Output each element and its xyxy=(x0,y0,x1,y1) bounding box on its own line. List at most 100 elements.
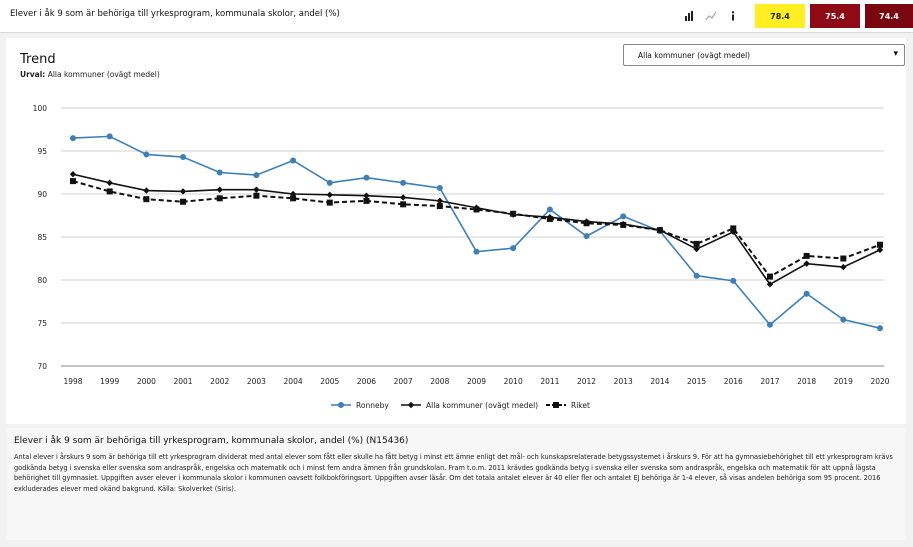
data-point-alla-kommuner xyxy=(546,214,554,221)
x-tick-label: 2019 xyxy=(834,377,853,386)
data-point-alla-kommuner xyxy=(216,186,223,193)
comparison-select[interactable]: Alla kommuner (ovägt medel) ▾ xyxy=(623,44,905,66)
series-line-ronneby xyxy=(72,135,881,329)
y-tick-label: 75 xyxy=(37,319,47,328)
data-point-riket xyxy=(290,195,297,202)
data-point-riket xyxy=(766,273,773,280)
trend-panel: 70 75 80 85 90 95 100 1998 1999 2000 2001 2002 2003 2… xyxy=(6,38,906,424)
data-point-alla-kommuner xyxy=(253,186,260,193)
data-point-ronneby xyxy=(583,233,590,240)
value-badge-2[interactable]: 75.4 xyxy=(810,4,860,28)
selection-caption: Urval: Alla kommuner (ovägt medel) xyxy=(20,70,160,79)
x-tick-label: 2006 xyxy=(357,377,376,386)
chevron-down-icon: ▾ xyxy=(893,49,898,59)
data-point-ronneby xyxy=(766,321,773,328)
legend-marker-ronneby xyxy=(338,402,344,408)
data-point-alla-kommuner xyxy=(399,194,407,201)
series-line-riket xyxy=(72,180,881,278)
x-tick-label: 2015 xyxy=(687,377,706,386)
y-tick-label: 70 xyxy=(37,362,47,371)
data-point-ronneby xyxy=(803,290,810,297)
data-point-alla-kommuner xyxy=(730,228,737,236)
data-point-alla-kommuner xyxy=(143,187,150,194)
y-tick-label: 95 xyxy=(37,147,47,156)
line-chart-icon[interactable] xyxy=(702,7,720,25)
x-tick-label: 2020 xyxy=(870,377,889,386)
data-point-riket xyxy=(730,225,737,232)
data-point-riket xyxy=(877,241,883,248)
data-point-alla-kommuner xyxy=(693,245,700,253)
data-point-ronneby xyxy=(877,325,883,332)
data-point-ronneby xyxy=(546,206,553,213)
legend-marker-riket xyxy=(553,402,559,408)
data-point-riket xyxy=(253,192,260,199)
data-point-ronneby xyxy=(143,151,150,158)
data-point-alla-kommuner xyxy=(106,179,113,187)
data-point-riket xyxy=(693,240,700,247)
data-point-riket xyxy=(180,198,187,205)
data-point-ronneby xyxy=(363,174,370,181)
data-point-ronneby xyxy=(730,277,737,284)
data-point-riket xyxy=(400,201,407,208)
x-tick-label: 2012 xyxy=(577,377,596,386)
data-point-riket xyxy=(326,199,333,206)
data-point-alla-kommuner xyxy=(766,281,774,288)
data-point-riket xyxy=(106,188,113,195)
data-point-ronneby xyxy=(106,133,113,140)
data-point-alla-kommuner xyxy=(876,246,884,254)
x-tick-label: 1998 xyxy=(63,377,82,386)
data-point-riket xyxy=(363,197,370,204)
description-body: Antal elever i årskurs 9 som är behöriga… xyxy=(14,453,893,493)
data-point-alla-kommuner xyxy=(473,204,480,211)
x-tick-label: 2018 xyxy=(797,377,816,386)
data-point-ronneby xyxy=(436,184,443,191)
data-point-alla-kommuner xyxy=(436,197,444,205)
x-tick-label: 2001 xyxy=(173,377,192,386)
data-point-ronneby xyxy=(693,272,700,279)
y-tick-label: 100 xyxy=(33,104,48,113)
data-point-alla-kommuner xyxy=(840,263,847,271)
data-point-ronneby xyxy=(473,248,480,255)
view-toggle-group xyxy=(680,7,742,25)
selection-label: Urval: xyxy=(20,70,46,79)
legend-label-riket: Riket xyxy=(571,401,590,410)
data-point-ronneby xyxy=(216,169,223,176)
data-point-riket xyxy=(803,252,810,259)
value-badge-1[interactable]: 78.4 xyxy=(755,4,805,28)
data-point-alla-kommuner xyxy=(656,226,664,234)
data-point-alla-kommuner xyxy=(803,260,810,267)
y-tick-label: 80 xyxy=(37,276,47,285)
top-bar: Elever i åk 9 som är behöriga till yrkes… xyxy=(0,0,913,33)
value-badge-3[interactable]: 74.4 xyxy=(865,4,913,28)
data-point-ronneby xyxy=(70,135,76,142)
data-point-ronneby xyxy=(400,179,407,186)
info-icon[interactable] xyxy=(724,7,742,25)
data-point-riket xyxy=(216,195,223,202)
indicator-title: Elever i åk 9 som är behöriga till yrkes… xyxy=(10,9,340,19)
x-tick-label: 1999 xyxy=(100,377,119,386)
data-point-alla-kommuner xyxy=(509,211,517,218)
x-tick-label: 2014 xyxy=(650,377,669,386)
x-tick-label: 2004 xyxy=(284,377,303,386)
data-point-riket xyxy=(436,203,443,210)
legend-label-alla-kommuner: Alla kommuner (ovägt medel) xyxy=(426,401,538,410)
x-tick-label: 2013 xyxy=(614,377,633,386)
x-tick-label: 2000 xyxy=(137,377,156,386)
x-tick-label: 2009 xyxy=(467,377,486,386)
data-point-alla-kommuner xyxy=(326,191,333,199)
data-point-alla-kommuner xyxy=(289,190,297,198)
data-point-ronneby xyxy=(253,172,260,179)
data-point-ronneby xyxy=(620,213,627,220)
x-tick-label: 2002 xyxy=(210,377,229,386)
y-tick-label: 85 xyxy=(37,233,47,242)
data-point-ronneby xyxy=(290,157,297,164)
x-tick-label: 2016 xyxy=(724,377,743,386)
bar-chart-icon[interactable] xyxy=(680,7,698,25)
trend-chart: 70 75 80 85 90 95 100 1998 1999 2000 2001 2002 2003 2… xyxy=(33,104,890,410)
data-point-alla-kommuner xyxy=(69,171,77,178)
data-point-ronneby xyxy=(510,245,517,252)
selection-value: Alla kommuner (ovägt medel) xyxy=(47,70,160,79)
description-title: Elever i åk 9 som är behöriga till yrkes… xyxy=(14,436,409,446)
data-point-riket xyxy=(143,196,150,203)
comparison-select-value: Alla kommuner (ovägt medel) xyxy=(638,51,751,60)
